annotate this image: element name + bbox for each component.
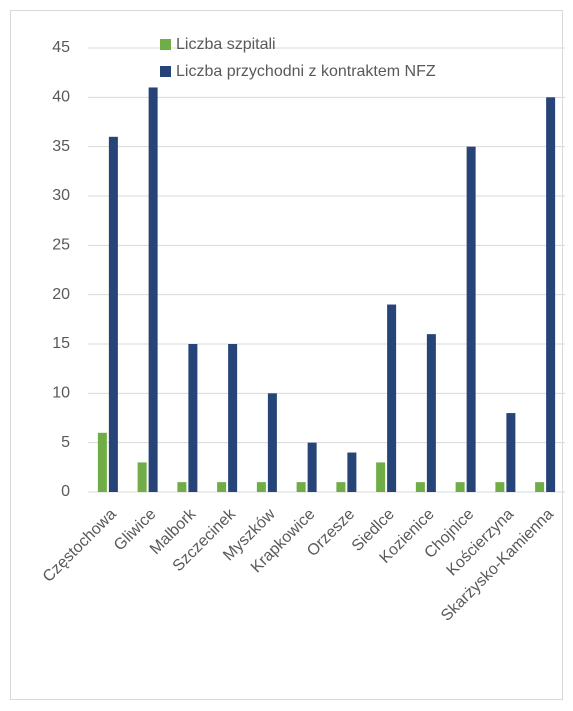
y-tick-label: 15 xyxy=(52,335,70,352)
bar xyxy=(267,393,277,492)
y-tick-label: 25 xyxy=(52,237,70,254)
bar xyxy=(376,462,386,492)
bar xyxy=(415,482,425,492)
bar xyxy=(188,344,198,492)
bar xyxy=(426,334,436,492)
legend-label: Liczba szpitali xyxy=(176,36,276,53)
bar xyxy=(387,304,397,492)
bar xyxy=(506,413,516,492)
bar xyxy=(108,136,118,493)
bar xyxy=(228,344,238,492)
y-tick-label: 45 xyxy=(52,39,70,56)
bar xyxy=(455,482,465,492)
bar xyxy=(546,97,556,492)
bar xyxy=(307,442,317,492)
legend-swatch xyxy=(160,39,171,50)
bar xyxy=(256,482,266,492)
bar xyxy=(466,146,476,492)
bar xyxy=(217,482,227,492)
y-tick-label: 30 xyxy=(52,187,70,204)
y-tick-label: 0 xyxy=(61,483,70,500)
bar xyxy=(336,482,346,492)
bar xyxy=(495,482,505,492)
legend-label: Liczba przychodni z kontraktem NFZ xyxy=(176,63,436,80)
y-tick-label: 20 xyxy=(52,286,70,303)
y-tick-label: 10 xyxy=(52,385,70,402)
bar xyxy=(535,482,545,492)
y-tick-label: 35 xyxy=(52,138,70,155)
bar xyxy=(177,482,187,492)
bar xyxy=(137,462,147,492)
bar xyxy=(296,482,306,492)
y-tick-label: 40 xyxy=(52,89,70,106)
bar xyxy=(97,432,107,492)
bar xyxy=(148,87,158,492)
bar xyxy=(347,452,357,492)
legend-swatch xyxy=(160,66,171,77)
chart-frame xyxy=(10,10,563,700)
y-tick-label: 5 xyxy=(61,434,70,451)
